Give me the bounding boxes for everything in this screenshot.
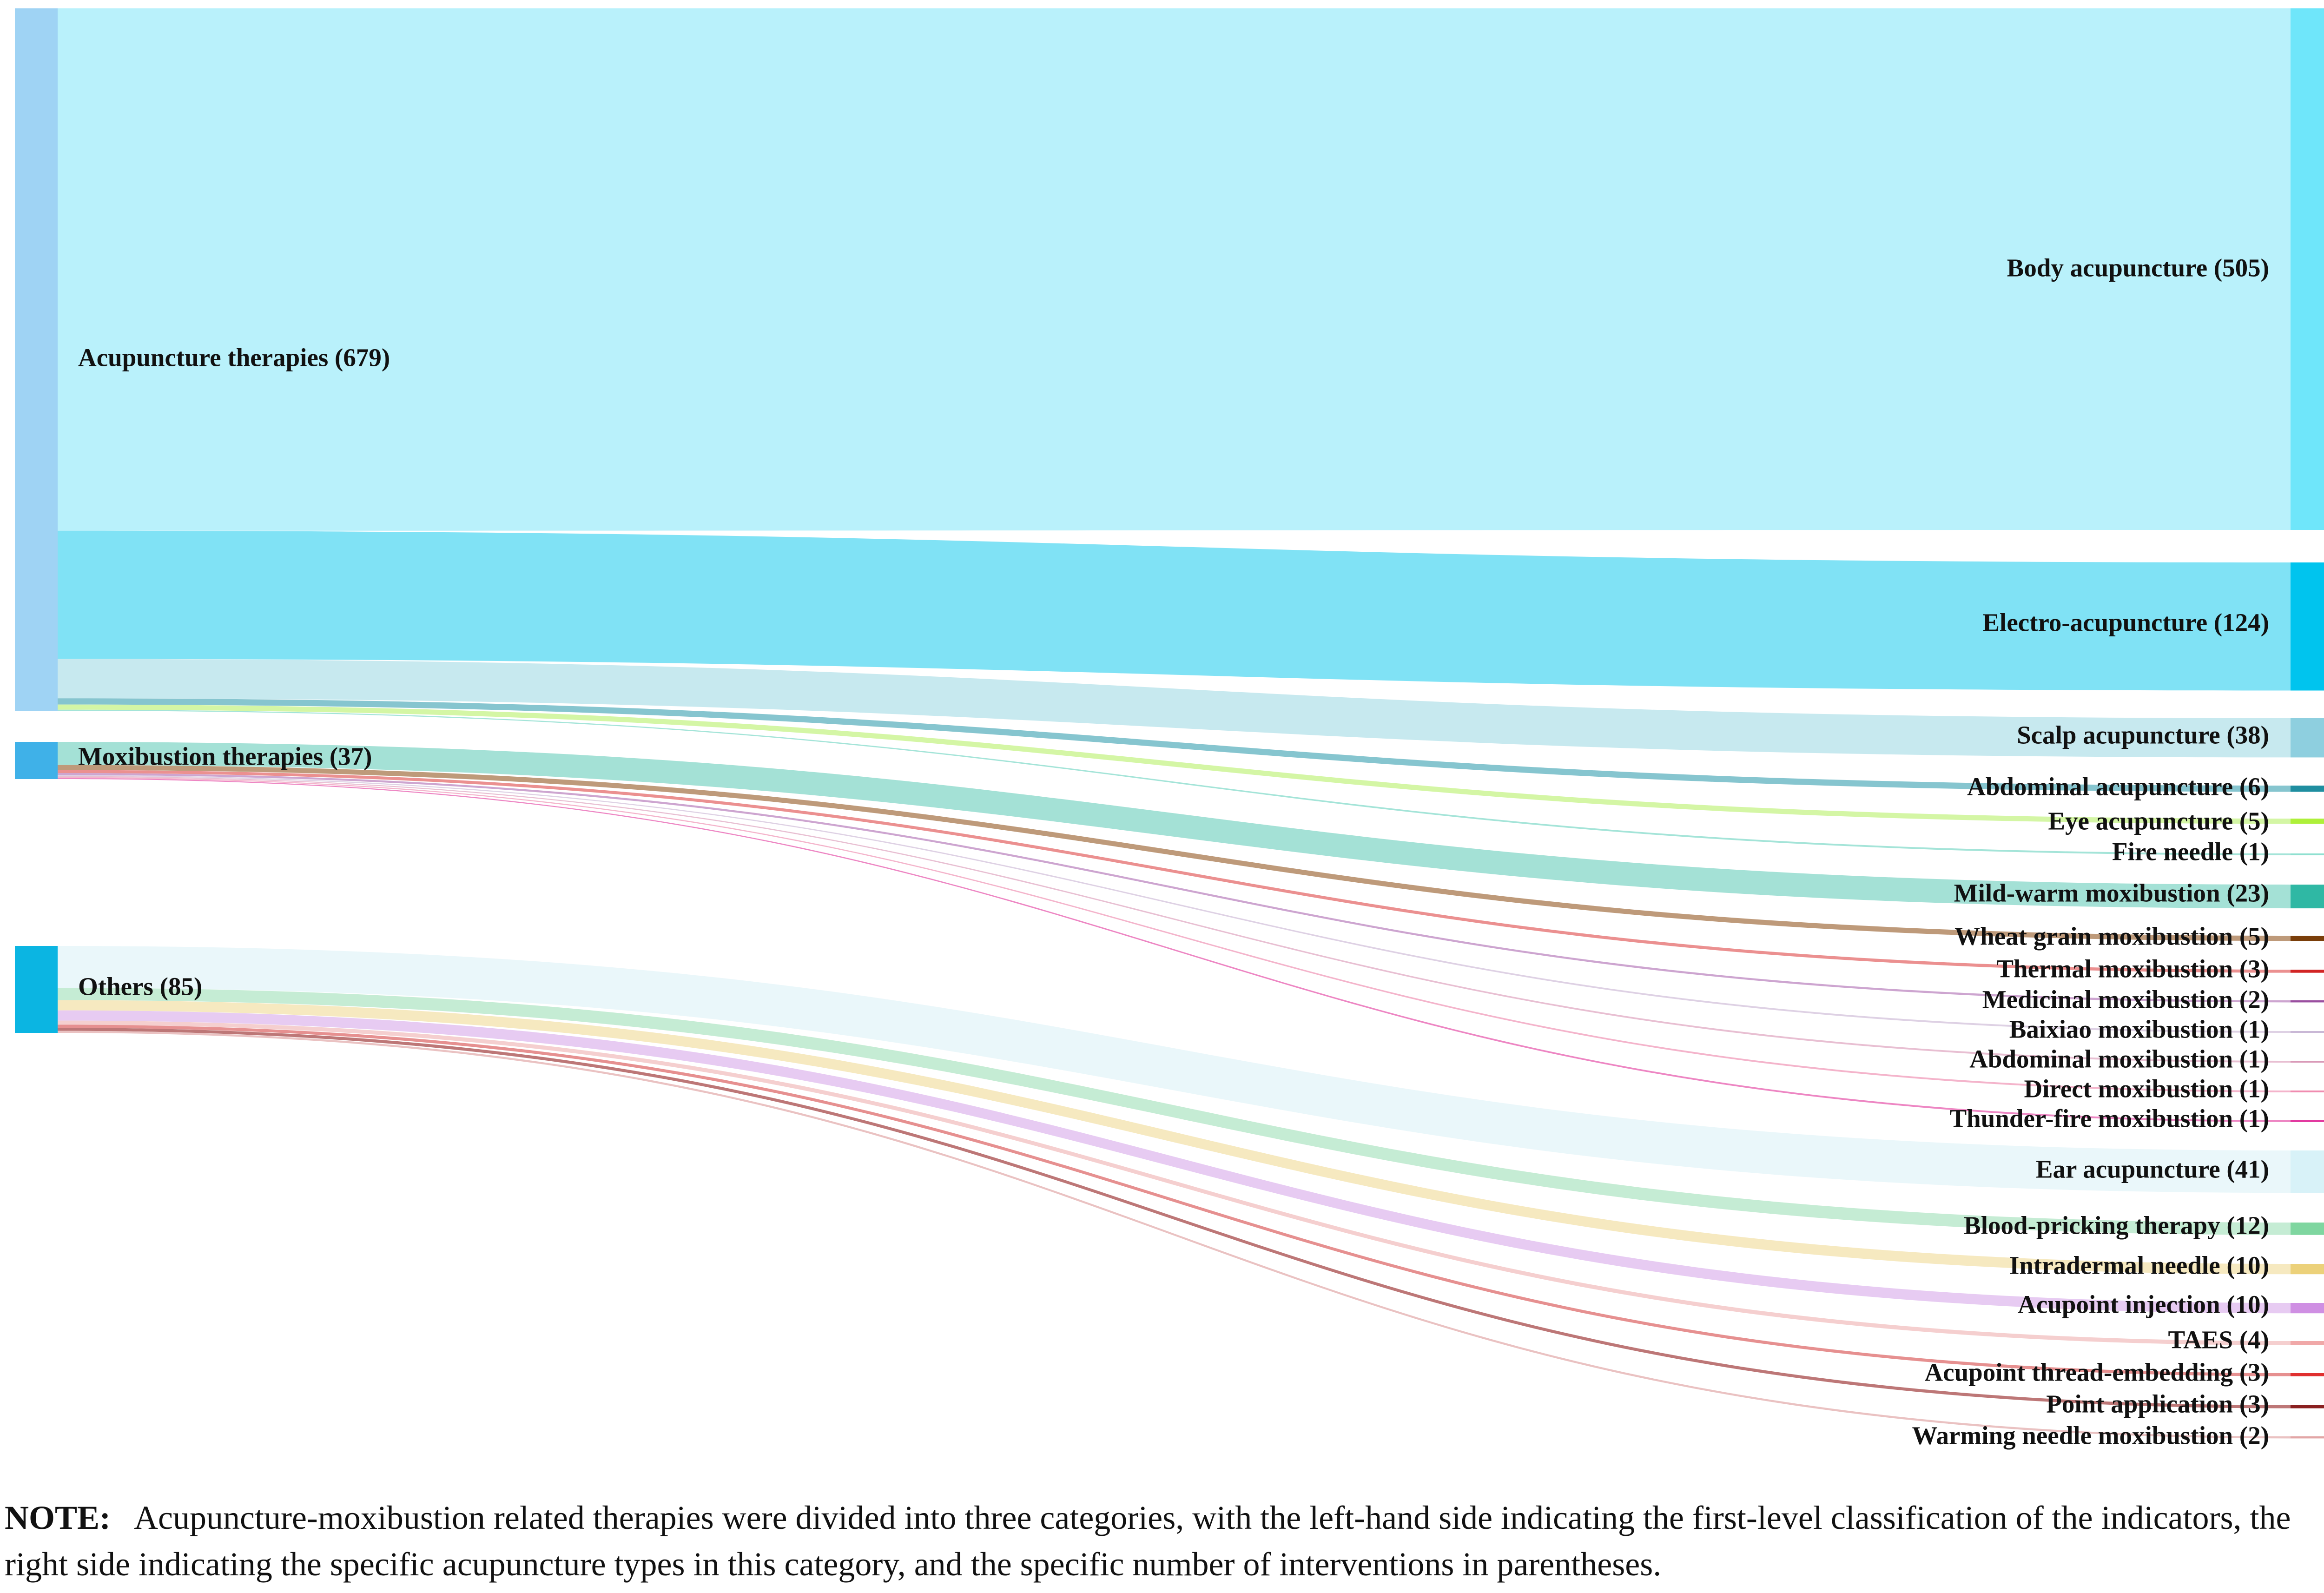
flow-medicinal [58,773,2291,1003]
target-label-ear: Ear acupuncture (41) [2036,1155,2269,1183]
target-node-mildwarm [2291,885,2324,909]
flow-electro [58,530,2291,691]
flow-baixiao [58,775,2291,1033]
flow-thunder [58,778,2291,1122]
target-node-scalp [2291,718,2324,758]
note-label: NOTE: [5,1499,111,1536]
flow-eye [58,704,2291,824]
source-label-acu: Acupuncture therapies (679) [78,344,390,372]
flow-direct [58,777,2291,1092]
flow-abd_acu [58,698,2291,792]
flow-injection [58,1010,2291,1314]
flow-ear [58,946,2291,1193]
target-node-body [2291,8,2324,530]
target-node-thunder [2291,1120,2324,1122]
target-label-bloodprick: Blood-pricking therapy (12) [1964,1211,2269,1240]
figure-note: NOTE: Acupuncture-moxibustion related th… [5,1494,2324,1587]
target-label-abd_moxa: Abdominal moxibustion (1) [1969,1045,2269,1073]
target-label-eye: Eye acupuncture (5) [2048,807,2269,835]
sankey-nodes [15,8,2324,1439]
flow-thread [58,1025,2291,1376]
target-label-intradermal: Intradermal needle (10) [2009,1251,2269,1280]
target-node-eye [2291,819,2324,824]
target-node-wheat [2291,936,2324,941]
flow-thermal [58,770,2291,973]
target-label-fire: Fire needle (1) [2112,838,2269,866]
source-node-other [15,946,58,1033]
target-node-ear [2291,1150,2324,1193]
flow-mildwarm [58,742,2291,909]
target-label-thunder: Thunder-fire moxibustion (1) [1949,1104,2269,1133]
source-label-moxa: Moxibustion therapies (37) [78,742,372,771]
target-node-abd_moxa [2291,1061,2324,1063]
flow-scalp [58,659,2291,758]
flow-wheat [58,765,2291,941]
target-label-warmneedle: Warming needle moxibustion (2) [1912,1421,2270,1450]
target-node-direct [2291,1091,2324,1092]
target-node-injection [2291,1303,2324,1314]
target-node-thermal [2291,970,2324,973]
flow-fire [58,709,2291,855]
target-node-medicinal [2291,1000,2324,1003]
target-label-injection: Acupoint injection (10) [2018,1290,2269,1319]
target-label-pointapp: Point application (3) [2046,1390,2269,1418]
target-label-direct: Direct moxibustion (1) [2024,1075,2269,1103]
sankey-flows [58,8,2291,1439]
target-node-warmneedle [2291,1436,2324,1439]
flow-body [58,8,2291,531]
target-node-intradermal [2291,1264,2324,1275]
target-label-taes: TAES (4) [2168,1326,2269,1354]
note-text: Acupuncture-moxibustion related therapie… [5,1499,2291,1583]
flow-bloodprick [58,988,2291,1235]
flow-warmneedle [58,1031,2291,1439]
target-label-abd_acu: Abdominal acupuncture (6) [1967,773,2269,801]
target-label-body: Body acupuncture (505) [2007,254,2269,282]
target-label-thread: Acupoint thread-embedding (3) [1924,1358,2269,1387]
source-label-other: Others (85) [78,972,202,1001]
source-node-acu [15,8,58,711]
target-label-baixiao: Baixiao moxibustion (1) [2009,1015,2269,1044]
sankey-diagram: Acupuncture therapies (679) Moxibustion t… [15,8,2324,1450]
target-node-thread [2291,1373,2324,1376]
source-node-moxa [15,742,58,779]
target-node-electro [2291,562,2324,691]
target-label-medicinal: Medicinal moxibustion (2) [1982,985,2269,1014]
target-node-baixiao [2291,1031,2324,1033]
target-label-scalp: Scalp acupuncture (38) [2017,721,2269,749]
sankey-labels: Acupuncture therapies (679) Moxibustion t… [78,254,2269,1450]
target-node-abd_acu [2291,786,2324,792]
target-label-mildwarm: Mild-warm moxibustion (23) [1954,879,2269,907]
flow-pointapp [58,1028,2291,1408]
target-node-pointapp [2291,1405,2324,1408]
target-label-electro: Electro-acupuncture (124) [1982,608,2269,637]
flow-taes [58,1020,2291,1345]
flow-intradermal [58,1000,2291,1275]
target-node-fire [2291,853,2324,855]
target-node-taes [2291,1341,2324,1345]
target-node-bloodprick [2291,1223,2324,1235]
target-label-thermal: Thermal moxibustion (3) [1996,955,2269,983]
target-label-wheat: Wheat grain moxibustion (5) [1954,922,2269,951]
flow-abd_moxa [58,776,2291,1063]
